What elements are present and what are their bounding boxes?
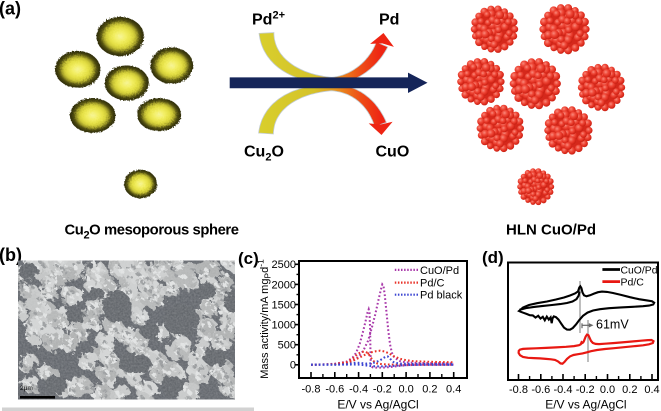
- svg-text:E/V vs Ag/AgCl: E/V vs Ag/AgCl: [337, 398, 418, 411]
- svg-text:61mV: 61mV: [596, 317, 629, 331]
- svg-text:-0.6: -0.6: [325, 384, 344, 396]
- svg-text:CuO/Pd: CuO/Pd: [621, 264, 658, 276]
- svg-text:-0.2: -0.2: [576, 384, 595, 396]
- svg-text:-0.4: -0.4: [554, 384, 573, 396]
- svg-text:Pd: Pd: [379, 12, 399, 29]
- svg-text:0.2: 0.2: [622, 384, 637, 396]
- svg-text:(b): (b): [0, 245, 22, 265]
- svg-text:(d): (d): [482, 248, 504, 267]
- svg-text:-0.6: -0.6: [531, 384, 550, 396]
- svg-text:1500: 1500: [272, 299, 296, 311]
- svg-text:-0.8: -0.8: [509, 384, 528, 396]
- svg-text:CuO: CuO: [376, 144, 410, 161]
- svg-text:0: 0: [290, 360, 296, 372]
- svg-text:500: 500: [278, 340, 296, 352]
- svg-text:2500: 2500: [272, 259, 296, 271]
- svg-text:Pd black: Pd black: [420, 290, 463, 302]
- svg-text:Cu2O mesoporous sphere: Cu2O mesoporous sphere: [65, 223, 239, 242]
- svg-text:CuO/Pd: CuO/Pd: [420, 265, 459, 277]
- svg-text:0.4: 0.4: [446, 384, 461, 396]
- svg-text:0.2: 0.2: [422, 384, 437, 396]
- svg-text:2μm: 2μm: [20, 385, 33, 392]
- svg-text:-0.4: -0.4: [349, 384, 368, 396]
- svg-text:Cu2O: Cu2O: [244, 144, 284, 164]
- svg-text:Pd/C: Pd/C: [621, 277, 645, 289]
- svg-text:E/V vs Ag/AgCl: E/V vs Ag/AgCl: [545, 398, 626, 411]
- svg-text:-0.2: -0.2: [373, 384, 392, 396]
- svg-text:0.4: 0.4: [644, 384, 659, 396]
- svg-text:Pd/C: Pd/C: [420, 278, 445, 290]
- svg-text:Mass activity/mA mgPd-1: Mass activity/mA mgPd-1: [256, 259, 273, 379]
- svg-text:0.0: 0.0: [600, 384, 615, 396]
- svg-text:(a): (a): [0, 0, 21, 19]
- svg-text:-0.8: -0.8: [302, 384, 321, 396]
- svg-text:2000: 2000: [272, 279, 296, 291]
- svg-text:0.0: 0.0: [398, 384, 413, 396]
- svg-text:(c): (c): [238, 249, 259, 268]
- svg-text:HLN CuO/Pd: HLN CuO/Pd: [506, 222, 596, 239]
- svg-text:1000: 1000: [272, 320, 296, 332]
